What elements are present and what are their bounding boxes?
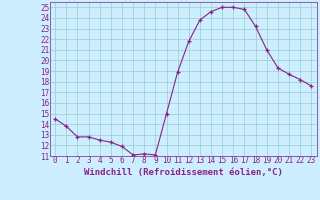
- X-axis label: Windchill (Refroidissement éolien,°C): Windchill (Refroidissement éolien,°C): [84, 168, 283, 177]
